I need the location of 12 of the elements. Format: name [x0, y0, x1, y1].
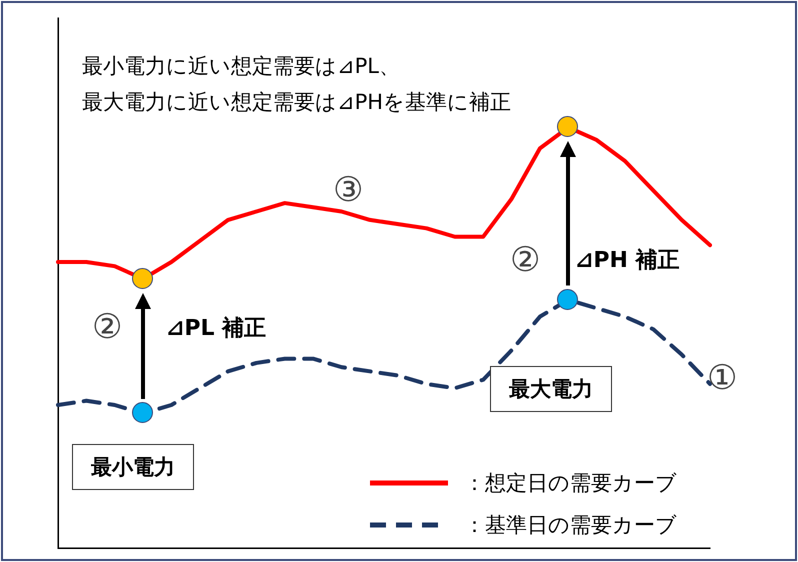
annotation: ⊿PL 補正	[166, 315, 266, 343]
legend-label: ：基準日の需要カーブ	[464, 512, 677, 539]
annotation: ⊿PH 補正	[575, 247, 680, 275]
annotation: ②	[510, 240, 540, 280]
annotation: ②	[92, 307, 122, 347]
legend-label: ：想定日の需要カーブ	[464, 470, 677, 497]
annotation: 最大電力	[490, 366, 612, 412]
annotation: ①	[707, 358, 738, 398]
text: 最大電力に近い想定需要は⊿PHを基準に補正	[82, 89, 512, 116]
annotation: 最小電力	[72, 444, 194, 490]
text: 最小電力に近い想定需要は⊿PL、	[82, 53, 400, 80]
annotation: ③	[333, 170, 364, 210]
